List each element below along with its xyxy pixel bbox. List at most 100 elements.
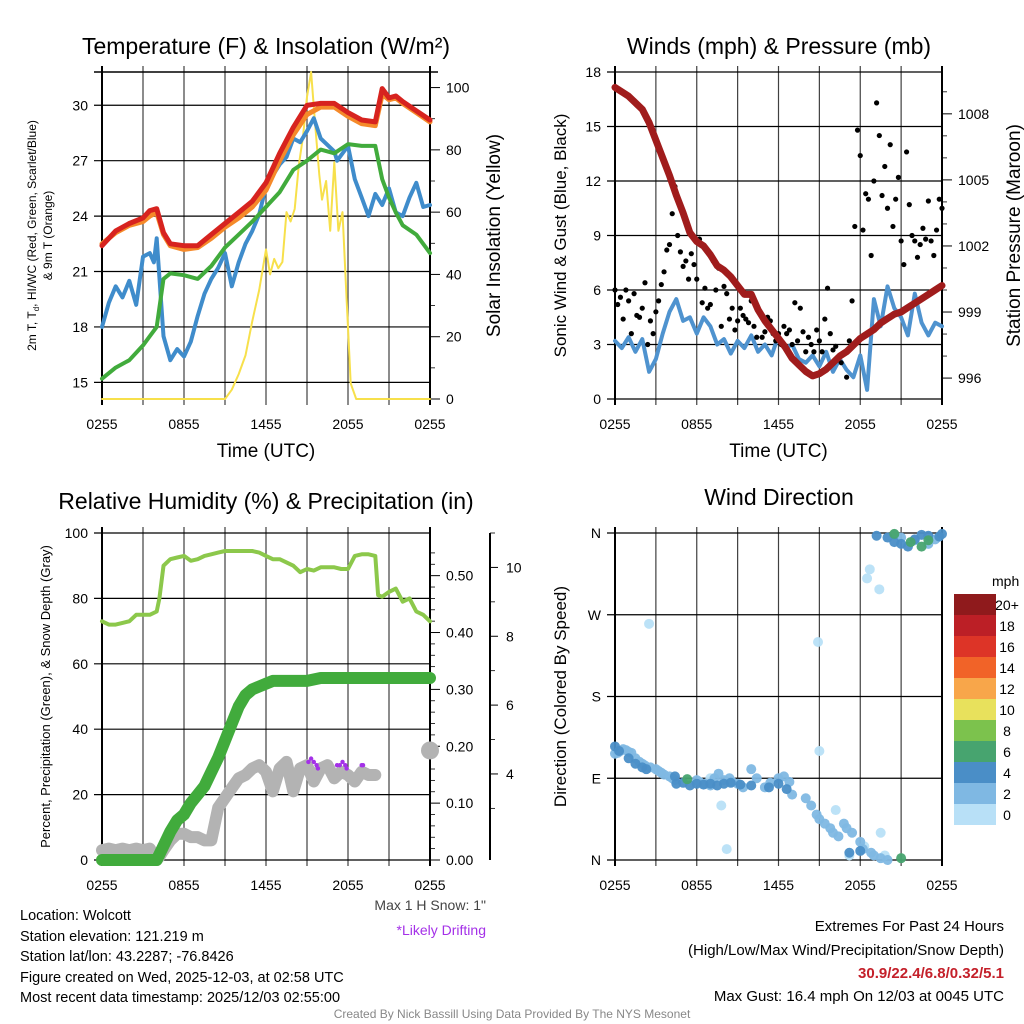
direction-point bbox=[623, 753, 634, 764]
gust-point bbox=[909, 232, 915, 239]
x-tick-label: 1455 bbox=[763, 877, 794, 893]
drifting-point bbox=[311, 759, 317, 765]
y-tick-label: 0 bbox=[593, 391, 601, 407]
gust-point bbox=[615, 301, 621, 308]
gust-point bbox=[694, 276, 700, 282]
gust-point bbox=[903, 149, 910, 155]
right-axis-tick-label: 20 bbox=[446, 329, 462, 345]
right-axis-tick-label: 0.00 bbox=[446, 852, 473, 868]
gust-point bbox=[661, 269, 667, 275]
y-axis-label-line2: & 9m T (Orange) bbox=[41, 191, 55, 281]
colorbar-label: 8 bbox=[1003, 723, 1011, 739]
winds-panel: 0255 0855 1455 2055 0255 Winds (mph) & Pressu… bbox=[551, 33, 1024, 462]
gust-point bbox=[707, 301, 713, 308]
direction-point bbox=[814, 746, 825, 756]
extremes-labels: (High/Low/Max Wind/Precipitation/Snow De… bbox=[688, 942, 1004, 959]
gust-point bbox=[713, 287, 719, 293]
right-axis-tick-label: 60 bbox=[446, 204, 462, 220]
y-tick-label: 24 bbox=[72, 208, 88, 224]
right-axis-tick-label: 80 bbox=[446, 142, 462, 158]
colorbar-swatch bbox=[954, 804, 996, 825]
max-snow-label: Max 1 H Snow: 1" bbox=[374, 897, 486, 913]
x-tick-label: 2055 bbox=[332, 877, 363, 893]
y-tick-label: 18 bbox=[585, 64, 601, 80]
direction-point bbox=[937, 528, 947, 539]
direction-point bbox=[855, 845, 866, 856]
gust-point bbox=[669, 211, 675, 217]
y-tick-label: 80 bbox=[72, 590, 88, 606]
chart-title: Winds (mph) & Pressure (mb) bbox=[627, 33, 931, 59]
direction-point bbox=[721, 844, 732, 855]
drifting-point bbox=[344, 766, 349, 771]
colorbar-swatch bbox=[954, 615, 996, 636]
direction-point bbox=[751, 773, 762, 784]
credit-line: Created By Nick Bassill Using Data Provi… bbox=[333, 1007, 691, 1021]
x-tick-label: 2055 bbox=[845, 416, 876, 432]
y-tick-label: 12 bbox=[585, 173, 601, 189]
gust-point bbox=[691, 261, 697, 268]
recent-timestamp-label: Most recent data timestamp: 2025/12/03 0… bbox=[20, 990, 341, 1006]
gust-point bbox=[645, 341, 651, 348]
y-tick-label: W bbox=[588, 607, 602, 623]
gust-point bbox=[925, 198, 931, 204]
colorbar-swatch bbox=[954, 720, 996, 741]
x-tick-label: 0255 bbox=[414, 877, 445, 893]
y-tick-label: 3 bbox=[593, 337, 601, 353]
colorbar-swatch bbox=[954, 636, 996, 657]
direction-point bbox=[781, 784, 792, 795]
series-line-station-pressure bbox=[611, 83, 946, 380]
gust-point bbox=[688, 251, 694, 257]
gust-point bbox=[827, 331, 833, 337]
gust-point bbox=[819, 349, 825, 355]
gust-point bbox=[735, 318, 741, 324]
colorbar-label: 12 bbox=[999, 681, 1015, 697]
gust-point bbox=[732, 327, 738, 333]
gust-point bbox=[874, 100, 880, 106]
right-axis-tick-label: 1002 bbox=[958, 238, 989, 254]
direction-point bbox=[763, 782, 774, 793]
gust-point bbox=[860, 227, 866, 233]
y-tick-label: N bbox=[591, 852, 601, 868]
direction-point bbox=[882, 855, 893, 865]
x-tick-label: 0855 bbox=[168, 877, 199, 893]
direction-point bbox=[735, 779, 746, 790]
gust-point bbox=[740, 312, 746, 319]
gust-point bbox=[639, 305, 645, 311]
x-tick-label: 0255 bbox=[926, 877, 957, 893]
gust-point bbox=[628, 331, 634, 337]
gust-point bbox=[833, 343, 839, 349]
gust-point bbox=[879, 192, 885, 199]
gust-point bbox=[871, 178, 877, 184]
series-line-precipitation bbox=[96, 672, 436, 866]
colorbar-swatch bbox=[954, 657, 996, 678]
series-line-relative-humidity bbox=[100, 549, 432, 627]
gust-point bbox=[612, 287, 618, 293]
third-axis-tick-label: 10 bbox=[506, 559, 522, 575]
direction-point bbox=[813, 637, 824, 647]
gust-point bbox=[811, 349, 817, 355]
direction-point bbox=[746, 764, 757, 775]
colorbar-label: 0 bbox=[1003, 807, 1011, 823]
gust-point bbox=[822, 316, 828, 322]
y-tick-label: 21 bbox=[72, 264, 88, 280]
gust-point bbox=[650, 331, 656, 337]
max-gust-label: Max Gust: 16.4 mph On 12/03 at 0045 UTC bbox=[713, 988, 1004, 1005]
x-tick-label: 0855 bbox=[168, 416, 199, 432]
gust-point bbox=[868, 252, 874, 259]
x-tick-label: 1455 bbox=[250, 877, 281, 893]
gust-point bbox=[849, 298, 855, 304]
right-axis-tick-label: 0.40 bbox=[446, 625, 473, 641]
chart-title: Temperature (F) & Insolation (W/m²) bbox=[82, 33, 450, 59]
colorbar-swatch bbox=[954, 762, 996, 783]
gust-point bbox=[884, 205, 891, 211]
right-axis-tick-label: 0.10 bbox=[446, 795, 473, 811]
direction-point bbox=[641, 764, 652, 775]
gust-point bbox=[854, 127, 861, 133]
gust-point bbox=[759, 334, 765, 340]
gust-point bbox=[936, 196, 942, 202]
gust-point bbox=[642, 280, 648, 286]
gust-point bbox=[653, 309, 659, 315]
gust-point bbox=[789, 341, 795, 348]
right-axis-tick-label: 0.50 bbox=[446, 568, 473, 584]
extremes-title: Extremes For Past 24 Hours bbox=[814, 918, 1004, 935]
